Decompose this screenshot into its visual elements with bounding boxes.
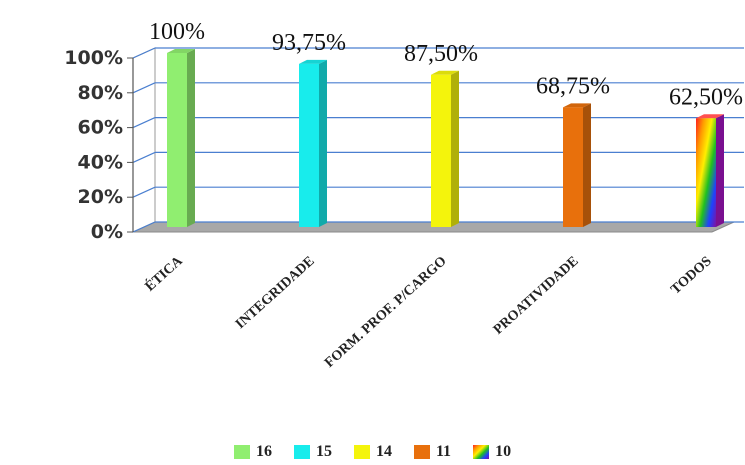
y-axis: 0% 20% 40% 60% 80% 100%	[64, 47, 134, 243]
legend-item: 16	[233, 443, 272, 461]
y-tick-label: 0%	[91, 221, 123, 243]
legend-swatch	[413, 445, 430, 459]
gridline-side	[132, 47, 156, 59]
y-tick-label: 60%	[78, 117, 123, 139]
legend-label: 15	[315, 443, 332, 460]
gridline-side	[132, 151, 156, 163]
bar-top	[431, 70, 459, 75]
gridline-side	[132, 117, 156, 129]
bar-front	[299, 63, 319, 227]
value-label: 87,50%	[404, 41, 478, 67]
legend: 16 15 14 11 10	[0, 441, 745, 463]
category-label: TODOS	[668, 254, 714, 298]
y-tick-label: 100%	[64, 47, 123, 69]
bar-top	[167, 49, 195, 53]
bar	[563, 103, 591, 227]
bar-side	[716, 114, 724, 227]
y-tick-label: 40%	[78, 151, 123, 173]
legend-label: 11	[435, 443, 452, 460]
category-label: PROATIVIDADE	[491, 254, 582, 338]
category-label: FORM. PROF. P/CARGO	[322, 254, 450, 371]
x-axis-labels: ÉTICA INTEGRIDADE FORM. PROF. P/CARGO PROAT…	[141, 252, 714, 371]
legend-label: 10	[495, 443, 512, 460]
gridline-side	[132, 221, 156, 233]
legend-label: 14	[375, 443, 392, 460]
bar	[431, 70, 459, 227]
y-tick-label: 80%	[78, 82, 123, 104]
bar	[696, 114, 724, 227]
bar-side	[319, 59, 327, 227]
legend-item: 14	[353, 443, 392, 461]
legend-swatch	[233, 445, 250, 459]
legend-item: 10	[473, 443, 511, 461]
gridline-side	[132, 82, 156, 94]
legend-item: 15	[293, 443, 332, 461]
legend-swatch	[353, 445, 370, 459]
value-label: 68,75%	[536, 73, 610, 99]
legend-swatch	[473, 445, 490, 459]
legend-item: 11	[413, 443, 452, 461]
bar-top	[696, 114, 724, 119]
value-label: 93,75%	[272, 30, 346, 56]
bar-front	[167, 53, 187, 227]
bar-side	[187, 49, 195, 227]
category-label: ÉTICA	[141, 252, 186, 295]
bar-front	[696, 118, 716, 227]
bar-top	[299, 59, 327, 64]
y-tick-label: 20%	[78, 186, 123, 208]
bar	[167, 49, 195, 227]
bar-top	[563, 103, 591, 108]
bar	[299, 59, 327, 227]
value-label: 100%	[149, 19, 205, 45]
bar-side	[583, 103, 591, 227]
legend-label: 16	[255, 443, 272, 460]
value-label: 62,50%	[669, 84, 743, 110]
bars: 100% 93,75% 87,50% 68,75% 62,50%	[149, 19, 743, 227]
category-label: INTEGRIDADE	[233, 254, 318, 332]
bar-chart: 0% 20% 40% 60% 80% 100% 100% 93,75% 87,50% 68,75…	[64, 19, 744, 371]
gridline-side	[132, 186, 156, 198]
legend-swatch	[293, 445, 310, 459]
left-wall	[132, 47, 156, 233]
bar-front	[563, 107, 583, 227]
bar-side	[451, 70, 459, 227]
bar-front	[431, 74, 451, 227]
